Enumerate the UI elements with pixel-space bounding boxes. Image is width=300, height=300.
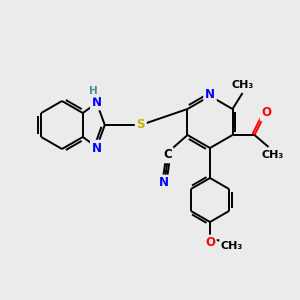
Text: C: C xyxy=(163,148,172,161)
Text: O: O xyxy=(205,236,215,250)
Text: CH₃: CH₃ xyxy=(261,150,284,160)
Text: H: H xyxy=(89,86,98,96)
Text: CH₃: CH₃ xyxy=(221,241,243,251)
Text: O: O xyxy=(262,106,272,119)
Text: N: N xyxy=(205,88,215,101)
Text: CH₃: CH₃ xyxy=(231,80,254,90)
Text: N: N xyxy=(158,176,169,190)
Text: N: N xyxy=(92,142,102,154)
Text: N: N xyxy=(92,95,102,109)
Text: S: S xyxy=(136,118,145,131)
